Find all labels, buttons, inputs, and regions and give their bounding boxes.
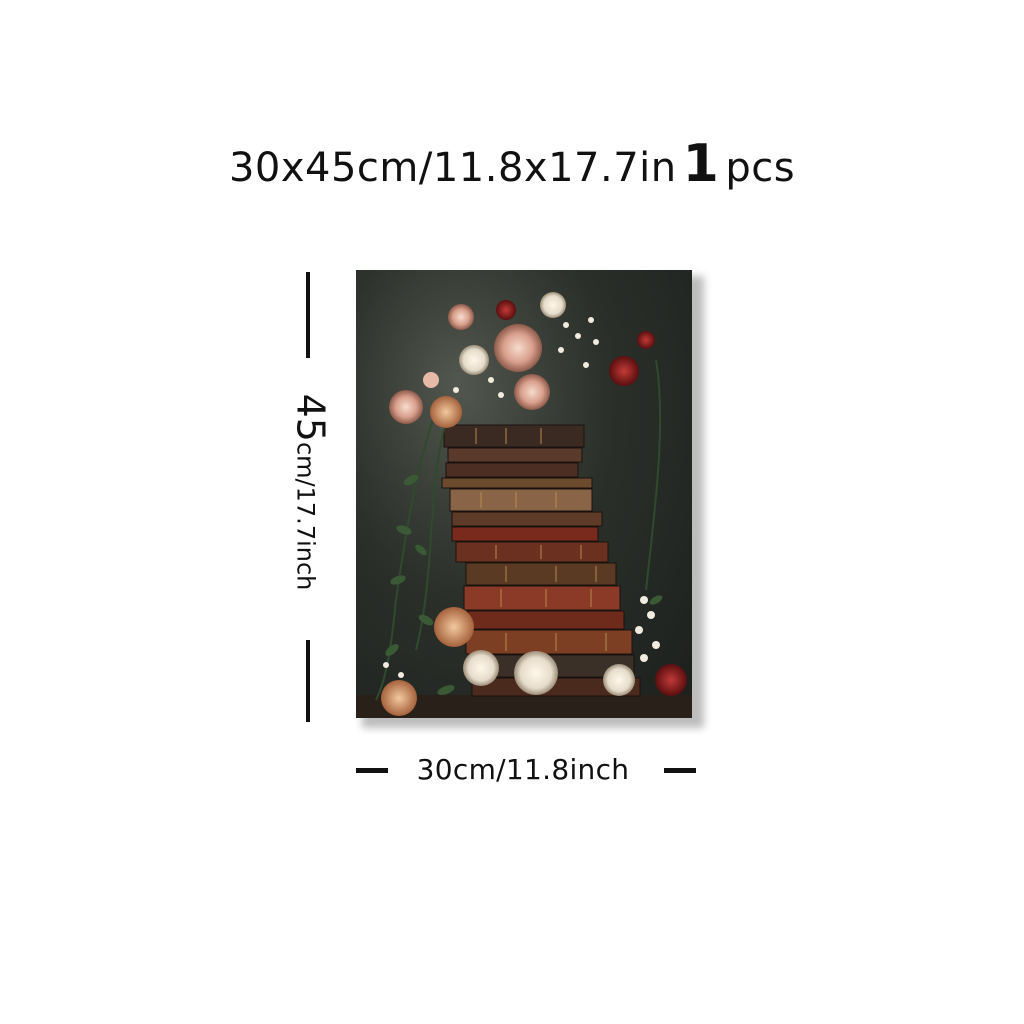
height-marker-bottom <box>306 640 310 722</box>
canvas-print <box>356 270 704 728</box>
book-stack <box>441 424 641 697</box>
quantity-unit: pcs <box>725 145 796 191</box>
artwork-books-flowers <box>356 270 692 718</box>
size-text: 30x45cm/11.8x17.7in <box>228 145 677 191</box>
height-number: 45 <box>288 393 333 442</box>
product-size-title: 30x45cm/11.8x17.7in 1 pcs <box>0 138 1024 194</box>
artwork-illustration <box>356 270 692 718</box>
table-surface <box>356 695 692 718</box>
flowers <box>381 292 687 716</box>
width-label: 30cm/11.8inch <box>416 753 630 786</box>
height-rest: cm/17.7inch <box>291 441 320 591</box>
height-label: 45cm/17.7inch <box>289 394 333 591</box>
quantity-number: 1 <box>682 134 720 194</box>
width-marker-right <box>664 768 696 773</box>
height-marker-top <box>306 272 310 358</box>
width-marker-left <box>356 768 388 773</box>
